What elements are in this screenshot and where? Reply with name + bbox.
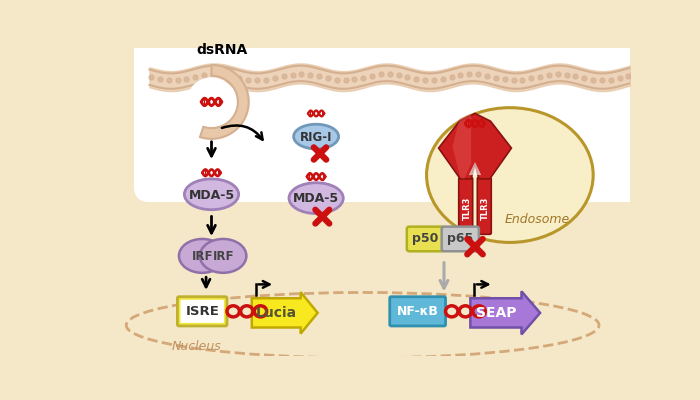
Polygon shape bbox=[452, 114, 471, 179]
Text: MDA-5: MDA-5 bbox=[188, 188, 234, 202]
Text: RIG-I: RIG-I bbox=[300, 131, 332, 144]
Polygon shape bbox=[252, 292, 318, 334]
Text: MDA-5: MDA-5 bbox=[293, 192, 340, 206]
Polygon shape bbox=[470, 291, 540, 334]
Ellipse shape bbox=[289, 183, 343, 214]
Polygon shape bbox=[200, 65, 248, 139]
Text: TLR3: TLR3 bbox=[482, 196, 490, 220]
Text: IRF: IRF bbox=[212, 250, 234, 263]
Text: Endosome: Endosome bbox=[505, 213, 570, 226]
Ellipse shape bbox=[179, 239, 225, 273]
Text: p65: p65 bbox=[447, 232, 473, 246]
Ellipse shape bbox=[184, 179, 239, 210]
FancyBboxPatch shape bbox=[407, 227, 444, 251]
Text: dsRNA: dsRNA bbox=[196, 43, 247, 57]
Text: Nucleus: Nucleus bbox=[172, 340, 221, 353]
FancyBboxPatch shape bbox=[477, 177, 491, 234]
Text: NF-κB: NF-κB bbox=[397, 305, 439, 318]
Text: p50: p50 bbox=[412, 232, 439, 246]
FancyBboxPatch shape bbox=[458, 177, 472, 234]
Text: TLR3: TLR3 bbox=[463, 196, 472, 220]
FancyBboxPatch shape bbox=[390, 297, 446, 326]
FancyBboxPatch shape bbox=[177, 297, 227, 326]
Polygon shape bbox=[439, 114, 512, 179]
FancyBboxPatch shape bbox=[181, 300, 224, 323]
Ellipse shape bbox=[426, 108, 593, 242]
Text: Lucia: Lucia bbox=[256, 306, 297, 320]
Circle shape bbox=[187, 77, 237, 126]
Ellipse shape bbox=[200, 239, 246, 273]
Text: IRF: IRF bbox=[191, 250, 213, 263]
FancyBboxPatch shape bbox=[442, 227, 479, 251]
Polygon shape bbox=[469, 162, 481, 175]
Ellipse shape bbox=[294, 124, 339, 149]
Text: SEAP: SEAP bbox=[476, 306, 516, 320]
FancyBboxPatch shape bbox=[134, 33, 645, 202]
Text: ISRE: ISRE bbox=[186, 305, 219, 318]
